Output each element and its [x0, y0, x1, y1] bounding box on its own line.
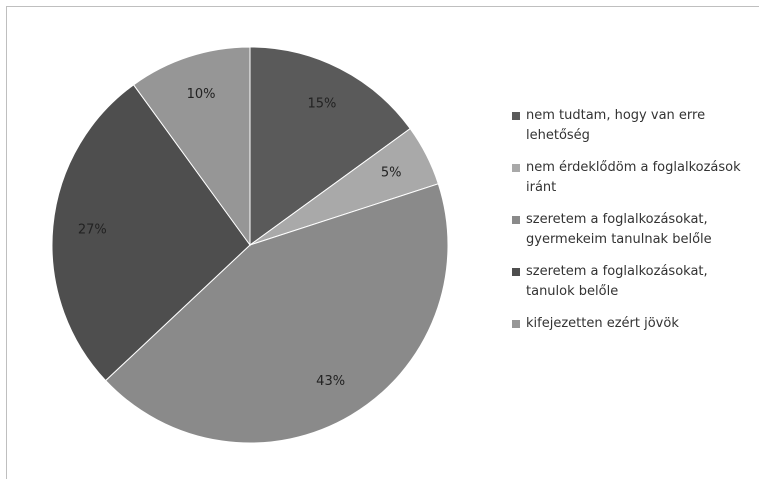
legend: nem tudtam, hogy van erre lehetőség nem é… [512, 106, 757, 346]
data-label: 15% [307, 96, 336, 111]
pie-slice [104, 183, 449, 444]
legend-swatch [512, 164, 520, 172]
pie-slice [132, 46, 251, 247]
legend-swatch [512, 320, 520, 328]
data-label: 10% [187, 87, 216, 102]
legend-label: szeretem a foglalkozásokat, tanulok belő… [526, 264, 708, 299]
legend-item: szeretem a foglalkozásokat, tanulok belő… [512, 262, 757, 302]
legend-swatch [512, 112, 520, 120]
data-label: 43% [316, 374, 345, 389]
legend-item: nem érdeklődöm a foglalkozások iránt [512, 158, 757, 198]
legend-swatch [512, 216, 520, 224]
frame [6, 6, 759, 479]
legend-label: kifejezetten ezért jövök [526, 316, 679, 331]
legend-item: szeretem a foglalkozásokat, gyermekeim t… [512, 210, 757, 250]
legend-item: nem tudtam, hogy van erre lehetőség [512, 106, 757, 146]
data-label: 5% [381, 166, 402, 181]
pie-slice [51, 84, 251, 382]
legend-item: kifejezetten ezért jövök [512, 314, 757, 334]
legend-swatch [512, 268, 520, 276]
data-label: 27% [78, 223, 107, 238]
legend-label: nem érdeklődöm a foglalkozások iránt [526, 160, 741, 195]
pie-slice [249, 46, 411, 246]
legend-label: nem tudtam, hogy van erre lehetőség [526, 108, 706, 143]
legend-label: szeretem a foglalkozásokat, gyermekeim t… [526, 212, 712, 247]
